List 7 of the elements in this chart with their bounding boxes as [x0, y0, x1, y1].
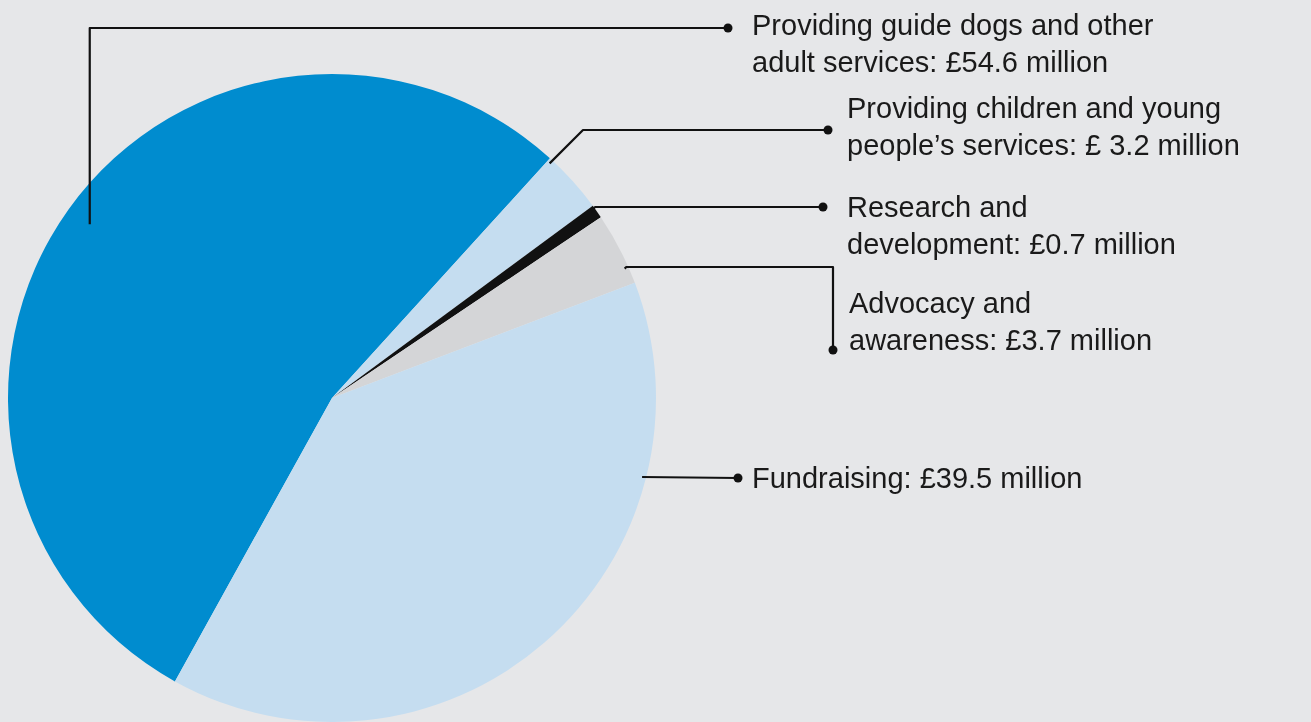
- slice-label: Fundraising: £39.5 million: [752, 462, 1083, 494]
- slice-label: Providing children and young people’s services: £ 3.2 million: [847, 92, 1240, 161]
- pie-slice: [332, 217, 635, 398]
- slice-label: Providing guide dogs and other adult services: £54.6 million: [752, 9, 1154, 78]
- pie-slice: [8, 74, 550, 682]
- legend-label: Research and development: £0.7 million: [847, 191, 1176, 260]
- slice-label: Advocacy and awareness: £3.7 million: [849, 287, 1153, 356]
